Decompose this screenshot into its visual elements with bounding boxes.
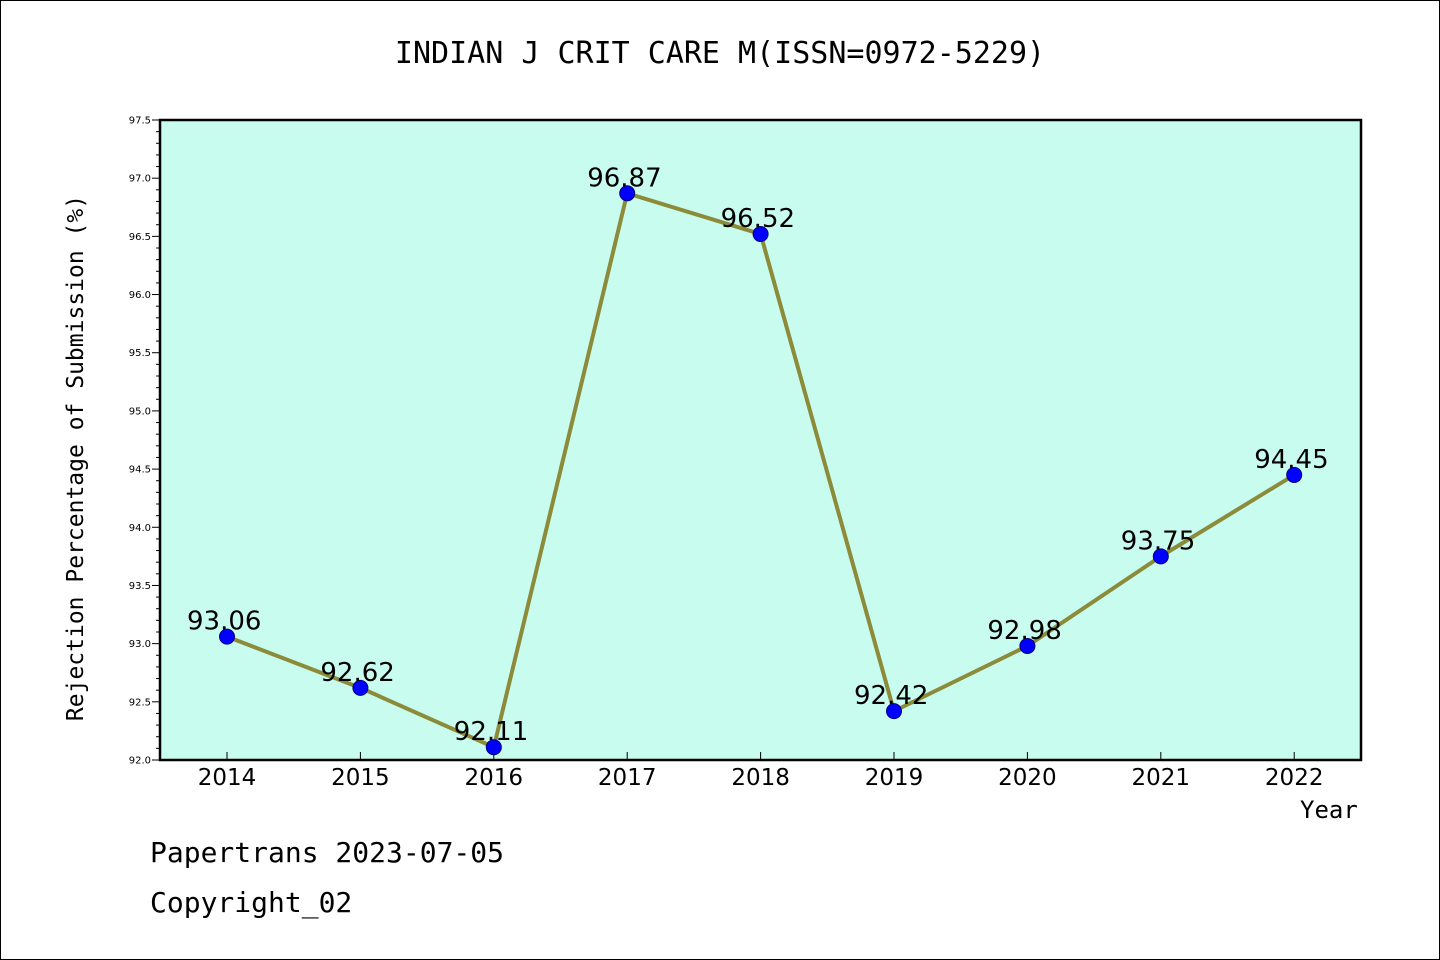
footer-copyright: Copyright_02 — [150, 886, 353, 919]
x-axis-title: Year — [1300, 796, 1358, 824]
x-tick-label: 2022 — [1265, 765, 1324, 791]
chart-title: INDIAN J CRIT CARE M(ISSN=0972-5229) — [394, 36, 1046, 71]
data-points — [219, 185, 1303, 756]
data-label: 92.98 — [987, 616, 1061, 646]
x-tick-label: 2015 — [331, 765, 390, 791]
data-point — [485, 739, 502, 756]
y-tick-label: 94.5 — [129, 465, 151, 476]
y-tick-label: 92.0 — [129, 756, 151, 767]
footer-date: Papertrans 2023-07-05 — [150, 836, 505, 869]
y-tick-label: 95.5 — [129, 348, 151, 359]
data-label: 92.42 — [854, 681, 928, 711]
x-axis-ticks: 2014 2015 2016 2017 2018 2019 2020 2021 2022 — [198, 752, 1324, 791]
data-label: 92.62 — [320, 658, 394, 688]
x-tick-label: 2021 — [1132, 765, 1191, 791]
y-tick-label: 93.5 — [129, 581, 151, 592]
y-axis-ticks: 92.0 92.5 93.0 93.5 94.0 94.5 95.0 95.5 96.0 96.5… — [129, 116, 160, 767]
y-axis-title: Rejection Percentage of Submission (%) — [63, 194, 89, 722]
y-tick-label: 96.5 — [129, 232, 151, 243]
data-point — [1019, 637, 1036, 654]
data-label: 94.45 — [1254, 445, 1328, 475]
data-point — [619, 185, 636, 202]
data-point — [1152, 548, 1169, 565]
data-label: 96.52 — [721, 204, 795, 234]
data-point — [352, 679, 369, 696]
y-tick-label: 97.0 — [129, 174, 151, 185]
data-point — [1286, 466, 1303, 483]
x-tick-label: 2018 — [731, 765, 790, 791]
x-tick-label: 2020 — [998, 765, 1057, 791]
data-label: 93.06 — [187, 607, 261, 637]
data-label: 93.75 — [1121, 526, 1195, 556]
y-tick-label: 93.0 — [129, 639, 151, 650]
x-tick-label: 2014 — [198, 765, 257, 791]
x-tick-label: 2019 — [865, 765, 924, 791]
data-labels: 93.06 92.62 92.11 96.87 96.52 92.42 92.98 93.75… — [187, 163, 1329, 747]
data-label: 92.11 — [454, 717, 528, 747]
data-point — [752, 226, 769, 243]
data-label: 96.87 — [587, 163, 661, 193]
y-tick-label: 96.0 — [129, 290, 151, 301]
y-tick-label: 94.0 — [129, 523, 151, 534]
x-tick-label: 2016 — [465, 765, 524, 791]
x-tick-label: 2017 — [598, 765, 657, 791]
y-tick-label: 92.5 — [129, 697, 151, 708]
y-tick-label: 97.5 — [129, 116, 151, 127]
data-point — [886, 703, 902, 720]
y-tick-label: 95.0 — [129, 406, 151, 417]
data-point — [219, 628, 235, 645]
